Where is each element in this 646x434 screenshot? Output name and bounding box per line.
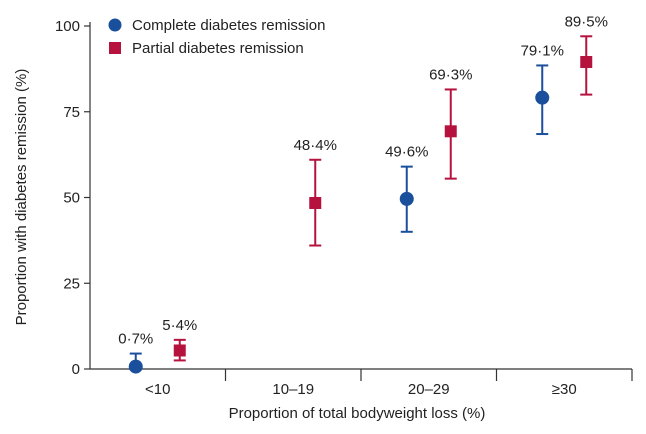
complete-remission-point <box>535 90 550 105</box>
axes: 0 25 50 75 100 <10 10–19 20–29 ≥30 <box>55 18 633 398</box>
legend: Complete diabetes remission Partial diab… <box>108 17 325 57</box>
data-label: 79·1% <box>521 42 564 59</box>
x-tick-label: 10–19 <box>272 381 314 398</box>
error-bars <box>129 35 593 370</box>
partial-remission-point <box>309 196 322 209</box>
y-tick-label: 75 <box>63 104 80 121</box>
data-label: 5·4% <box>162 317 197 334</box>
data-label: 89·5% <box>565 13 608 30</box>
legend-label-complete: Complete diabetes remission <box>132 17 325 34</box>
legend-label-partial: Partial diabetes remission <box>132 40 304 57</box>
data-label: 48·4% <box>294 137 337 154</box>
data-labels: 0·7% 49·6% 79·1% 5·4% 48·4% 69·3% 89·5% <box>118 13 608 347</box>
x-tick-label: 20–29 <box>408 381 450 398</box>
data-label: 69·3% <box>429 66 472 83</box>
y-tick-label: 50 <box>63 190 80 207</box>
partial-remission-point <box>444 125 457 138</box>
x-tick-label: <10 <box>145 381 170 398</box>
legend-square-icon <box>109 42 121 54</box>
x-tick-label: ≥30 <box>552 381 577 398</box>
data-label: 49·6% <box>385 144 428 161</box>
x-axis-title: Proportion of total bodyweight loss (%) <box>229 405 486 422</box>
partial-remission-point <box>173 344 186 357</box>
y-axis-title: Proportion with diabetes remission (%) <box>13 69 30 326</box>
complete-remission-point <box>399 191 414 206</box>
partial-remission-point <box>580 56 593 69</box>
data-markers <box>128 56 593 374</box>
y-tick-label: 0 <box>72 361 80 378</box>
complete-remission-point <box>128 359 143 374</box>
y-tick-label: 25 <box>63 275 80 292</box>
y-tick-label: 100 <box>55 18 80 35</box>
data-label: 0·7% <box>118 331 153 348</box>
legend-circle-icon <box>108 18 122 32</box>
